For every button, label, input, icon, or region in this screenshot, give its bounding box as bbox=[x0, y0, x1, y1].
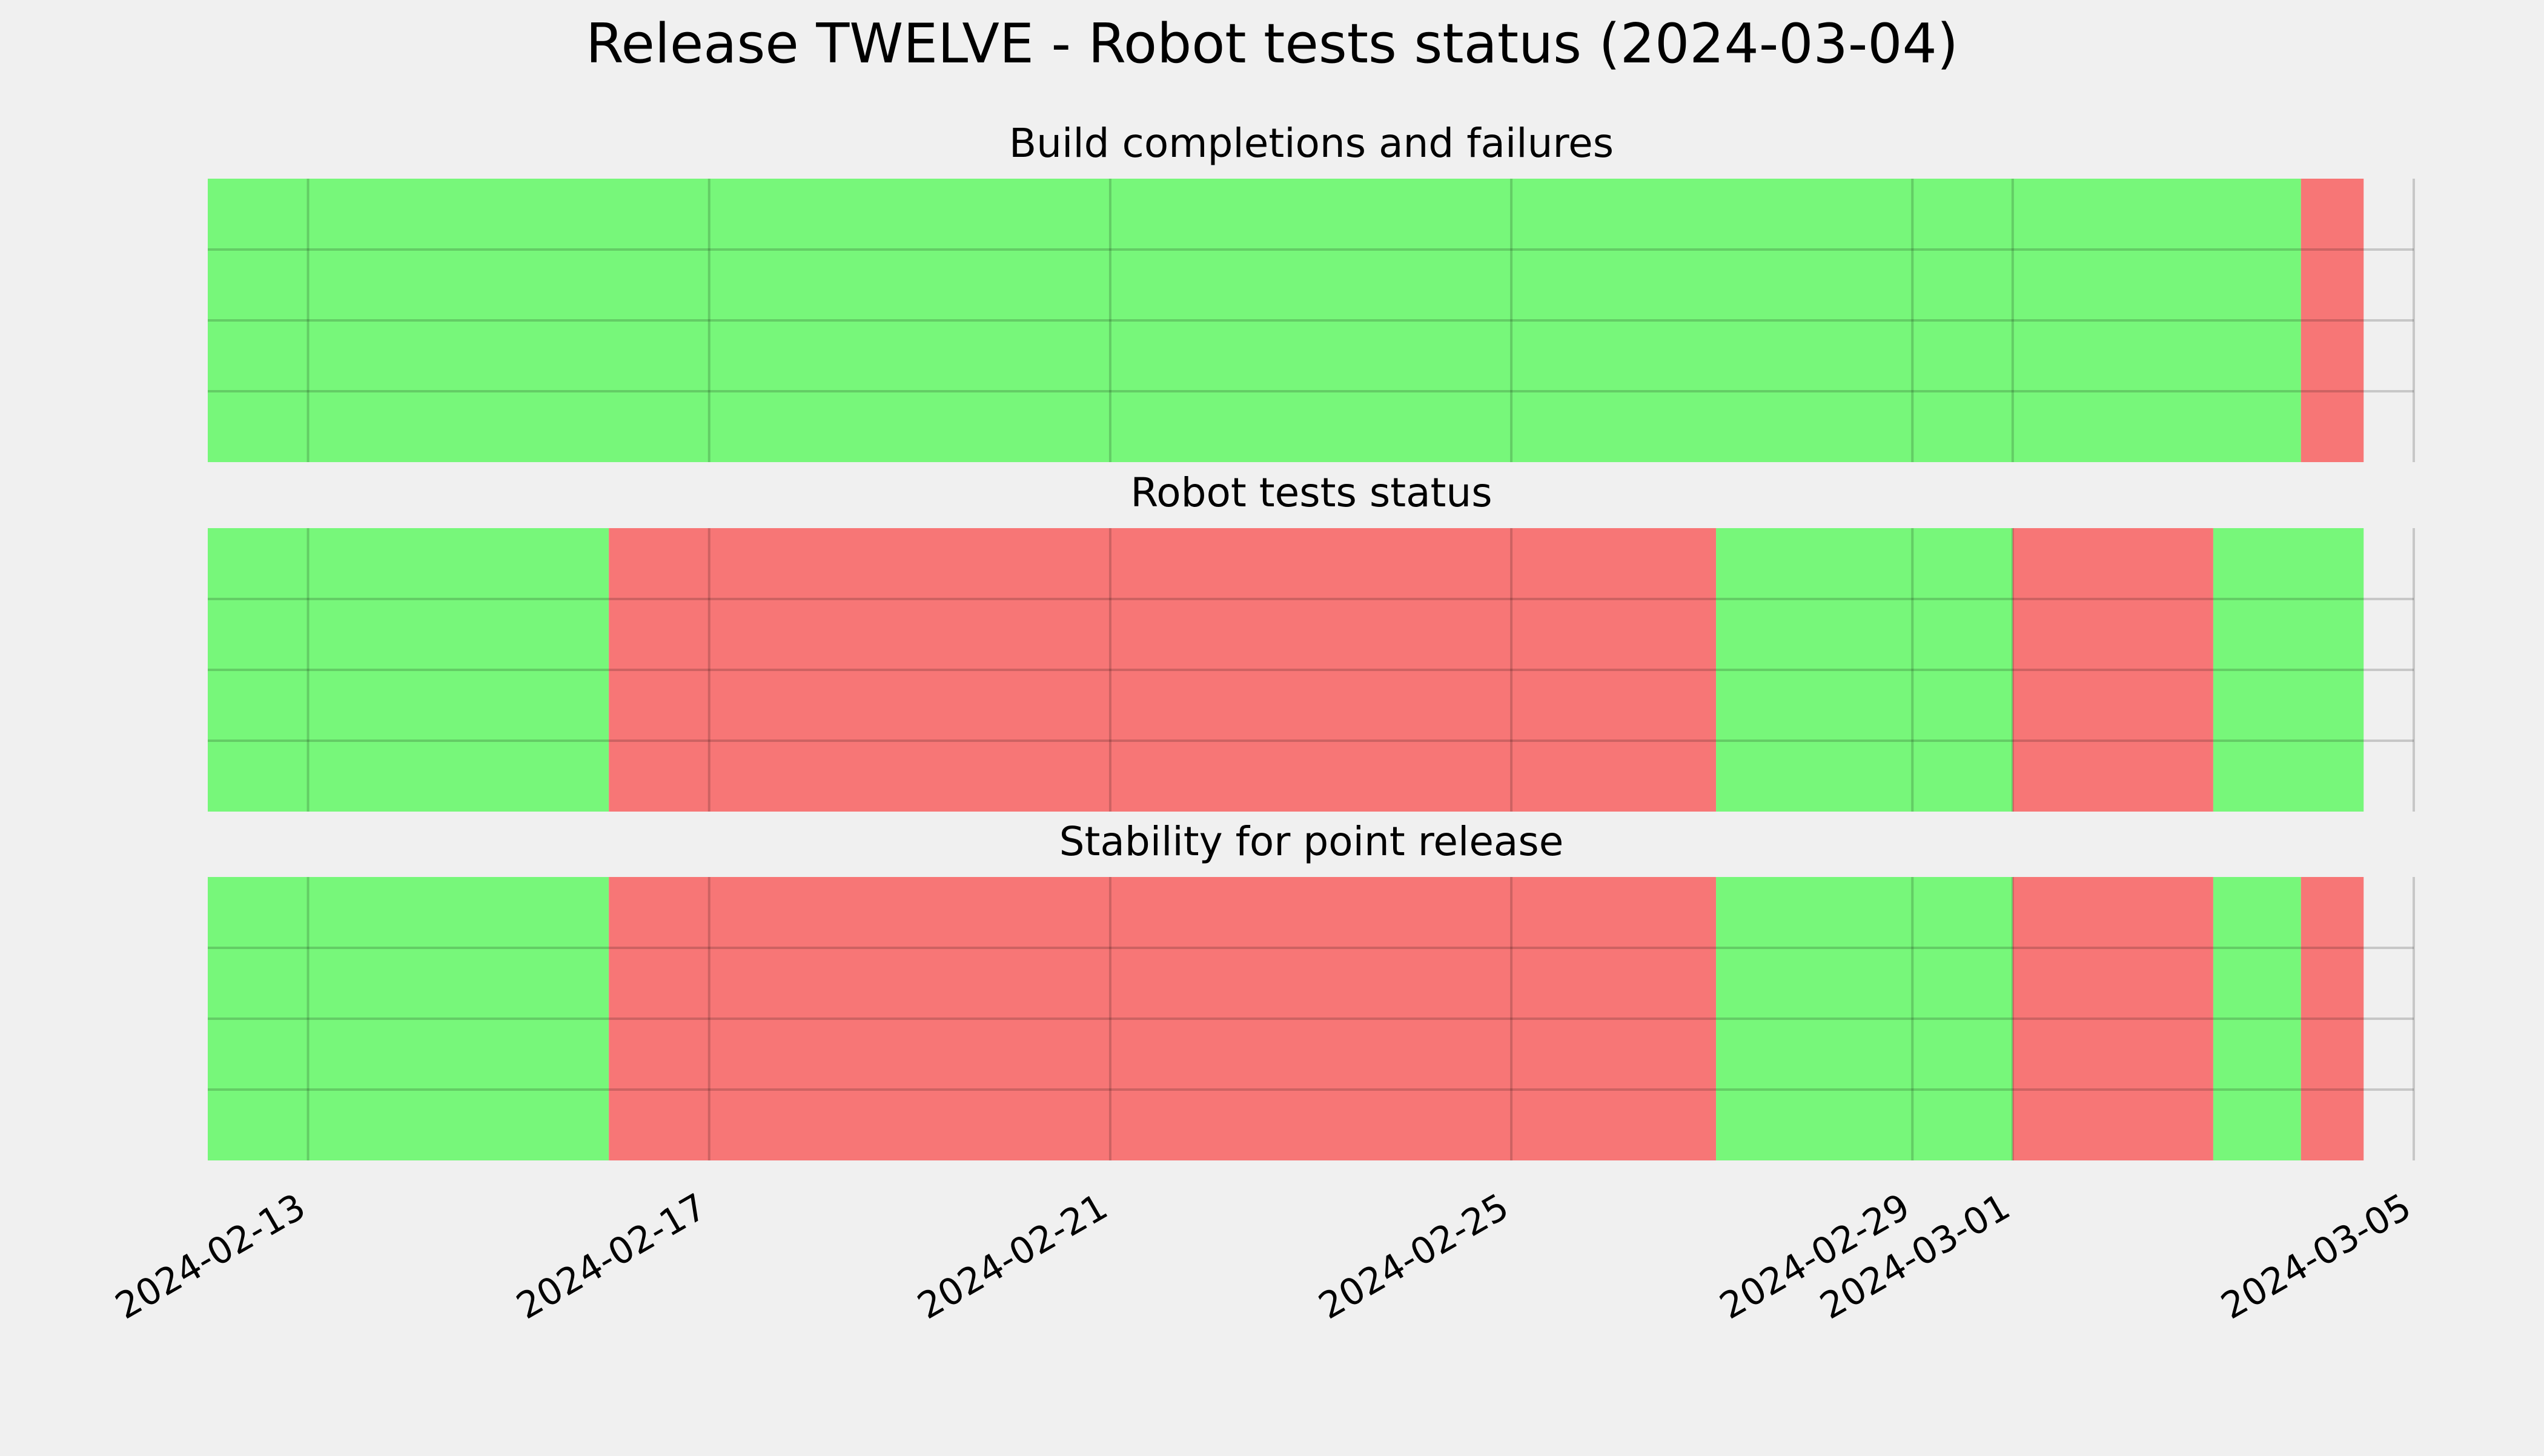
panel-title: Build completions and failures bbox=[1009, 120, 1614, 167]
status-segment-fail bbox=[2012, 528, 2213, 812]
panel-title: Stability for point release bbox=[1059, 818, 1564, 865]
panel-title: Robot tests status bbox=[1130, 469, 1492, 516]
status-segment-pass bbox=[208, 179, 2301, 462]
status-segment-pass bbox=[208, 528, 609, 812]
status-segment-pass bbox=[2213, 528, 2364, 812]
status-segment-fail bbox=[2301, 877, 2364, 1160]
panel-1: Build completions and failures bbox=[208, 120, 2415, 462]
status-segment-fail bbox=[609, 877, 1717, 1160]
status-segment-pass bbox=[2213, 877, 2301, 1160]
status-segment-pass bbox=[1716, 877, 2013, 1160]
status-segment-fail bbox=[2012, 877, 2213, 1160]
panels-layer: Build completions and failures Robot test… bbox=[208, 120, 2415, 1160]
status-segment-pass bbox=[208, 877, 609, 1160]
status-segment-fail bbox=[609, 528, 1717, 812]
panel-2: Robot tests status bbox=[208, 469, 2415, 812]
status-segment-pass bbox=[1716, 528, 2013, 812]
status-segment-fail bbox=[2301, 179, 2364, 462]
chart-title: Release TWELVE - Robot tests status (202… bbox=[586, 12, 1958, 76]
panel-3: Stability for point release bbox=[208, 818, 2415, 1160]
